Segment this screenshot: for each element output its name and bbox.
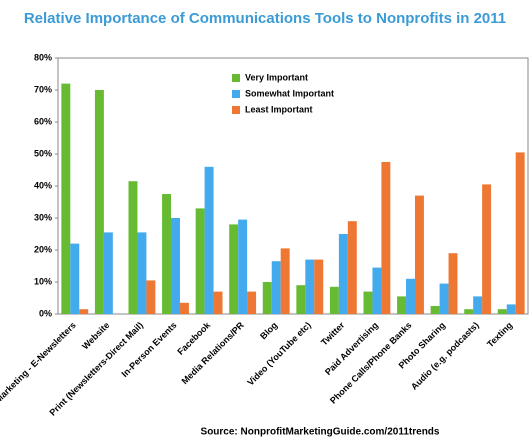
x-tick-label: Video (YouTube etc) [245,320,313,388]
bar [137,232,147,314]
bar [338,234,348,314]
y-tick-label: 40% [34,180,52,190]
bar [372,267,382,314]
bar [430,306,440,314]
x-tick-label: Audio (e.g. podcasts) [409,320,481,392]
x-tick-label: Twitter [319,320,347,348]
y-tick-label: 0% [39,308,52,318]
bar [204,166,214,314]
x-tick-label: Texting [485,320,514,349]
legend-swatch [232,74,240,82]
bar [464,309,474,314]
x-tick-label: Email Marketing - E-Newsletters [0,320,78,424]
bar [314,259,324,314]
x-tick-label: Media Relations/PR [180,320,246,386]
y-tick-label: 20% [34,244,52,254]
legend-swatch [232,90,240,98]
bar [61,83,71,314]
bar [262,282,272,314]
legend-label: Very Important [245,72,308,82]
bar [128,181,138,314]
bar [439,283,449,314]
legend-swatch [232,106,240,114]
bar [363,291,373,314]
bar [171,218,180,314]
bar [162,194,172,314]
bar [271,261,281,314]
legend-label: Somewhat Important [245,88,334,98]
bar [179,302,189,314]
bar [448,253,458,314]
bar [238,219,248,314]
y-tick-label: 70% [34,84,52,94]
bar [347,221,357,314]
bar [280,248,290,314]
bar [146,280,156,314]
y-tick-label: 80% [34,52,52,62]
bar [247,291,257,314]
bar [482,184,492,314]
bar [305,259,315,314]
bar [195,208,205,314]
bar [70,243,80,314]
bar [506,304,516,314]
bar [381,162,391,314]
bar [515,152,525,314]
x-tick-label: Blog [258,320,279,341]
bar [79,309,89,314]
y-tick-label: 30% [34,212,52,222]
y-tick-label: 60% [34,116,52,126]
bar [94,90,104,314]
bar [296,285,306,314]
bar [497,309,507,314]
bar [103,232,113,314]
bar [329,286,339,314]
chart-title: Relative Importance of Communications To… [24,10,506,27]
x-tick-label: Website [80,320,111,351]
bar [397,296,407,314]
y-tick-label: 10% [34,276,52,286]
bar [213,291,223,314]
bar [229,224,239,314]
y-tick-label: 50% [34,148,52,158]
legend-label: Least Important [245,104,313,114]
bar [473,296,483,314]
bar [406,278,415,314]
bar [414,195,424,314]
source: Source: NonprofitMarketingGuide.com/2011… [201,427,440,438]
